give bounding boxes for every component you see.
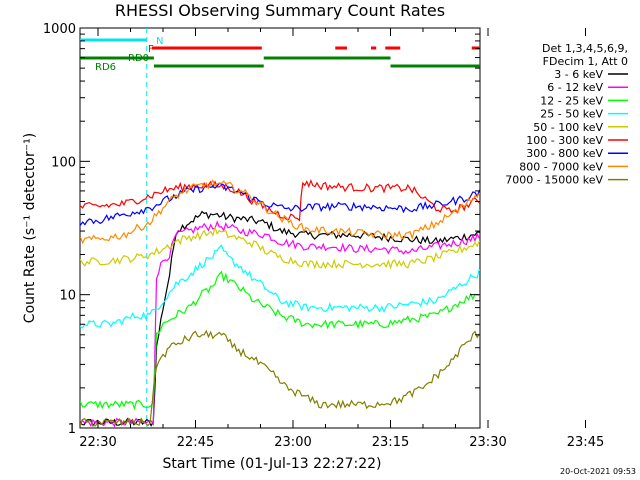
flag-label-0: N bbox=[156, 36, 163, 47]
flag-segment-0-0 bbox=[80, 38, 147, 42]
flag-segment-1-3 bbox=[385, 46, 401, 50]
y-tick-label-3: 1000 bbox=[43, 22, 76, 37]
x-tick-label-1: 22:45 bbox=[177, 435, 214, 450]
series-line-6 bbox=[80, 182, 480, 227]
series-line-1 bbox=[80, 220, 480, 428]
flag-segment-1-1 bbox=[335, 46, 347, 50]
plot-area bbox=[79, 27, 481, 429]
series-group bbox=[80, 179, 480, 428]
flag-label-3: RD6 bbox=[95, 62, 116, 73]
series-line-5 bbox=[80, 179, 480, 222]
x-tick-label-0: 22:30 bbox=[79, 435, 116, 450]
legend-label-6: 300 - 800 keV bbox=[526, 147, 603, 160]
flag-label-1: F bbox=[148, 44, 154, 55]
legend: Det 1,3,4,5,6,9, FDecim 1, Att 0 3 - 6 k… bbox=[505, 42, 628, 187]
legend-label-8: 7000 - 15000 keV bbox=[505, 174, 603, 187]
x-tick-label-3: 23:15 bbox=[372, 435, 409, 450]
series-line-3 bbox=[80, 244, 480, 329]
generation-timestamp: 20-Oct-2021 09:53 bbox=[560, 467, 636, 476]
series-line-4 bbox=[80, 225, 480, 270]
flag-label-2: RD0 bbox=[128, 53, 149, 64]
legend-header-line-2: FDecim 1, Att 0 bbox=[543, 55, 628, 68]
flag-segment-1-0 bbox=[151, 46, 262, 50]
flag-segment-2-0 bbox=[80, 56, 154, 60]
legend-label-3: 25 - 50 keV bbox=[540, 108, 603, 121]
chart-title: RHESSI Observing Summary Count Rates bbox=[115, 1, 445, 20]
legend-label-0: 3 - 6 keV bbox=[554, 68, 603, 81]
x-tick-label-2: 23:00 bbox=[274, 435, 311, 450]
legend-label-5: 100 - 300 keV bbox=[526, 134, 603, 147]
flag-segment-3-0 bbox=[153, 64, 264, 68]
legend-label-2: 12 - 25 keV bbox=[540, 94, 603, 107]
flag-segment-3-1 bbox=[390, 64, 480, 68]
x-tick-label-4: 23:30 bbox=[469, 435, 506, 450]
plot-frame bbox=[79, 27, 481, 429]
legend-label-4: 50 - 100 keV bbox=[533, 121, 603, 134]
y-tick-label-0: 1 bbox=[68, 422, 76, 437]
y-axis: 1 10 100 1000 bbox=[43, 22, 480, 437]
vertical-markers bbox=[146, 28, 148, 428]
legend-header-line-1: Det 1,3,4,5,6,9, bbox=[542, 42, 628, 55]
x-axis-title: Start Time (01-Jul-13 22:27:22) bbox=[162, 456, 381, 472]
y-tick-label-2: 100 bbox=[51, 155, 76, 170]
flag-segment-2-1 bbox=[263, 56, 391, 60]
series-line-0 bbox=[80, 210, 480, 427]
series-line-7 bbox=[80, 179, 480, 245]
y-tick-label-1: 10 bbox=[59, 289, 76, 304]
series-line-8 bbox=[80, 329, 480, 427]
legend-label-1: 6 - 12 keV bbox=[547, 81, 603, 94]
x-tick-label-5: 23:45 bbox=[567, 435, 604, 450]
legend-label-7: 800 - 7000 keV bbox=[519, 160, 603, 173]
y-axis-title: Count Rate (s⁻¹ detector⁻¹) bbox=[22, 133, 38, 323]
flag-segment-1-2 bbox=[371, 46, 377, 50]
series-line-2 bbox=[80, 270, 480, 411]
flag-segment-1-4 bbox=[471, 46, 480, 50]
